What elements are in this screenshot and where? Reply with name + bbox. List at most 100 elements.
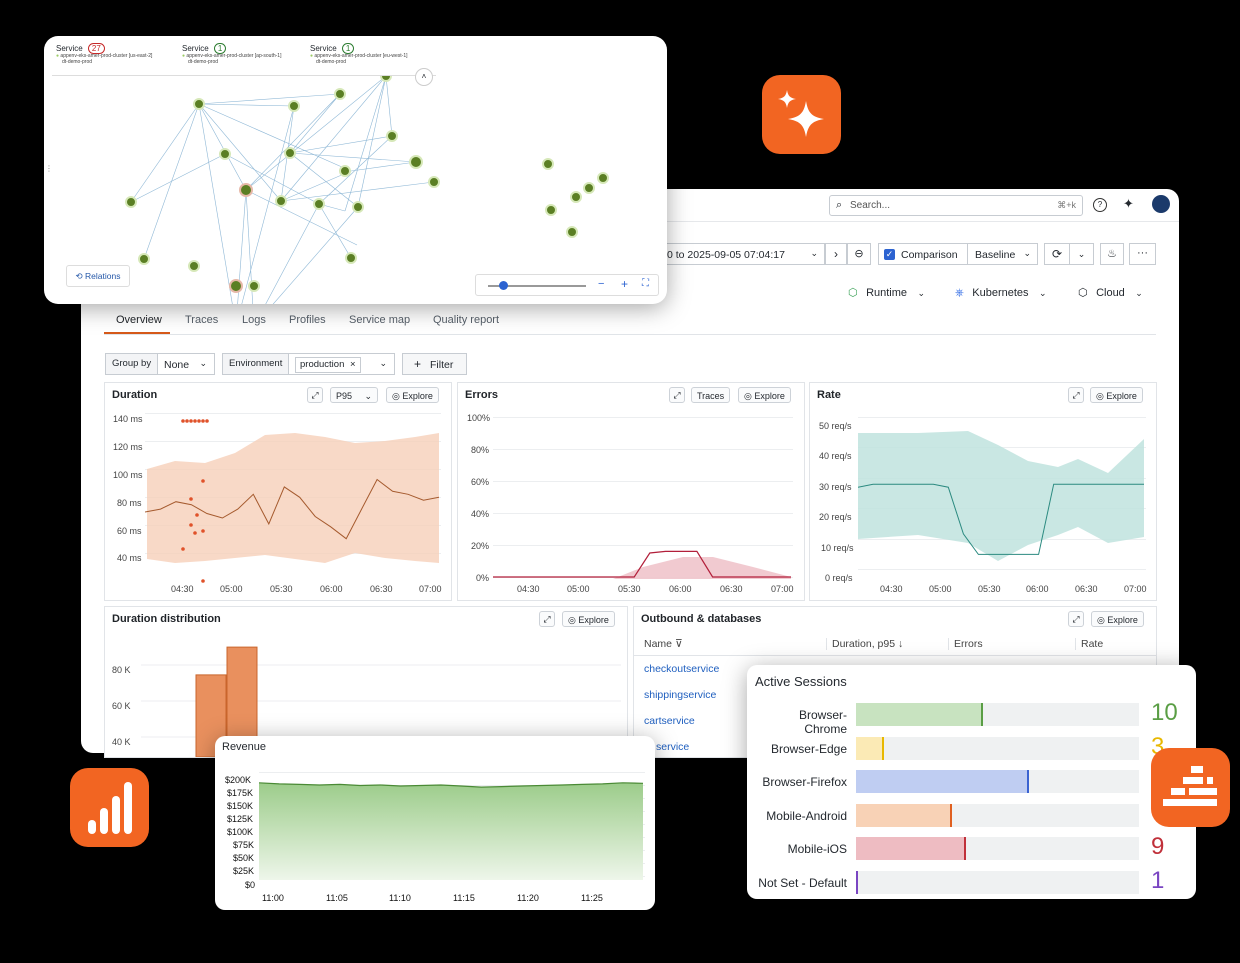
table-row-link[interactable]: cartservice [644,715,695,727]
group-by-label: Group by [106,354,159,374]
topology-graph [125,76,609,304]
table-row-link[interactable]: service [656,741,690,753]
zoom-in-button[interactable]: + [621,277,629,291]
timerange-select[interactable]: 0 to 2025-09-05 07:04:17 ⌄ [667,243,825,265]
bar-chart-icon [88,782,132,834]
column-header-duration[interactable]: Duration, p95 ↓ [826,638,903,650]
explore-button[interactable]: ◎ Explore [1091,611,1144,627]
explore-button[interactable]: ◎ Explore [1090,387,1143,403]
x-tick: 06:30 [370,584,393,594]
help-icon[interactable]: ? [1093,198,1107,212]
session-label: Browser-Firefox [762,775,847,790]
service-header-1[interactable]: Service 27 ● appenv-eks-amer-prod-cluste… [56,43,152,65]
relations-icon: ⟲ [75,271,83,281]
tab-profiles[interactable]: Profiles [289,314,326,326]
drag-handle-icon[interactable]: ⋮ [45,164,53,173]
filter-button[interactable]: + Filter [402,353,467,375]
x-tick: 04:30 [880,584,903,594]
explore-label: Explore [402,391,433,401]
y-tick: 60% [471,477,490,487]
column-header-name[interactable]: Name ⊽ [644,638,683,650]
environment-chip[interactable]: production × [295,357,361,373]
x-tick: 11:25 [581,893,603,903]
group-by-control[interactable]: Group by None ⌄ [105,353,215,375]
y-tick: 20 req/s [819,512,852,522]
y-tick: $150K [227,801,254,811]
baseline-select[interactable]: Baseline ⌄ [968,243,1038,265]
explore-icon: ◎ [392,391,400,401]
errors-series-line [493,550,791,578]
search-input[interactable]: ⌕ Search... ⌘+k [829,195,1083,216]
kubernetes-selector[interactable]: ⎈ Kubernetes ⌄ [955,283,1047,301]
cloud-selector[interactable]: ⬡ Cloud ⌄ [1078,283,1143,301]
user-avatar[interactable] [1152,195,1170,213]
x-tick: 05:30 [270,584,293,594]
duration-chart [145,413,441,583]
expand-icon[interactable]: ⤢ [539,611,555,627]
explore-icon: ◎ [1096,391,1104,401]
tab-overview[interactable]: Overview [116,314,162,326]
service-header-3[interactable]: Service 1 ● appenv-eks-amer-prod-cluster… [310,43,408,65]
status-dot-icon: ● [182,53,186,59]
relations-button[interactable]: ⟲ Relations [66,265,130,287]
tab-service-map[interactable]: Service map [349,314,411,326]
expand-icon[interactable]: ⤢ [1068,387,1084,403]
chevron-down-icon: ⌄ [199,358,207,368]
column-header-rate[interactable]: Rate [1075,638,1103,650]
time-forward-button[interactable]: › [825,243,847,265]
refresh-interval-select[interactable]: ⌄ [1070,243,1094,265]
analytics-app-icon[interactable] [70,768,149,847]
zoom-slider-track[interactable] [488,285,586,287]
expand-icon[interactable]: ⤢ [669,387,685,403]
expand-icon[interactable]: ⤢ [307,387,323,403]
graph-nodes [125,76,609,293]
traces-button[interactable]: Traces [691,387,731,403]
table-row-link[interactable]: shippingservice [644,689,717,701]
errors-chart [493,417,793,579]
zoom-out-time-button[interactable]: ⊖ [847,243,871,265]
percentile-select[interactable]: P95 ⌄ [330,387,378,403]
runtime-selector[interactable]: ⬡ Runtime ⌄ [848,283,925,301]
zoom-out-button[interactable]: − [598,278,605,290]
session-bar [856,703,984,726]
more-menu-button[interactable]: ··· [1129,243,1156,265]
service-header-2[interactable]: Service 1 ● appenv-eks-amer-prod-cluster… [182,43,281,65]
x-tick: 05:30 [978,584,1001,594]
tab-logs[interactable]: Logs [242,314,266,326]
panel-title: Rate [817,389,841,401]
refresh-button[interactable]: ⟳ [1044,243,1070,265]
sparkle-icon[interactable]: ✦ [1123,196,1134,211]
flame-button[interactable]: ♨ [1100,243,1124,265]
x-tick: 06:30 [720,584,743,594]
tab-quality-report[interactable]: Quality report [433,314,500,326]
grid [493,417,793,578]
distribution-panel: Duration distribution ⤢ ◎ Explore 80 K 6… [104,606,628,758]
zoom-slider-handle[interactable] [499,281,508,290]
session-label: Not Set - Default [758,876,847,890]
ai-sparkle-app-icon[interactable] [762,75,841,154]
collapse-chevron-icon[interactable]: ˄ [415,68,433,86]
graph-edges [130,76,435,304]
close-icon[interactable]: × [350,359,356,370]
tab-traces[interactable]: Traces [185,314,219,326]
expand-icon[interactable]: ⤢ [1068,611,1084,627]
y-tick: $175K [227,788,254,798]
pyroscope-app-icon[interactable] [1151,748,1230,827]
table-row-link[interactable]: checkoutservice [644,663,720,675]
session-label: Browser-Chrome [798,708,847,736]
rate-band [858,431,1144,561]
fullscreen-icon[interactable]: ⛶ [642,278,649,289]
explore-button[interactable]: ◎ Explore [562,611,615,627]
environment-filter[interactable]: Environment production × ⌄ [222,353,395,375]
session-value: 9 [1151,833,1165,861]
session-bar [856,871,858,894]
revenue-card: Revenue $200K $175K $150K $125K $100K $7… [215,736,655,910]
errors-baseline-area [613,557,791,579]
column-label: Duration, p95 [832,638,896,650]
explore-button[interactable]: ◎ Explore [738,387,791,403]
explore-button[interactable]: ◎ Explore [386,387,439,403]
comparison-toggle[interactable]: ✓ Comparison [878,243,968,265]
plus-icon: + [414,357,422,371]
column-header-errors[interactable]: Errors [948,638,983,650]
sessions-title: Active Sessions [755,674,847,689]
